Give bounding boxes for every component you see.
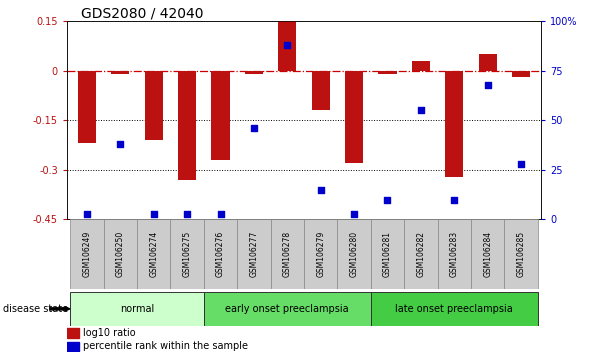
Text: GSM106282: GSM106282 — [416, 231, 426, 277]
Bar — [337, 219, 371, 289]
Point — [283, 42, 292, 48]
Point — [449, 197, 459, 202]
Bar — [371, 219, 404, 289]
Bar — [204, 219, 237, 289]
Bar — [67, 329, 78, 338]
Bar — [111, 71, 130, 74]
Bar — [67, 342, 78, 351]
Point — [116, 141, 125, 147]
Bar — [505, 219, 538, 289]
Bar — [412, 61, 430, 71]
Point — [483, 82, 492, 87]
Text: GSM106275: GSM106275 — [182, 231, 192, 277]
Bar — [445, 71, 463, 177]
Bar — [345, 71, 364, 163]
Bar — [478, 54, 497, 71]
Text: late onset preeclampsia: late onset preeclampsia — [395, 304, 513, 314]
Text: GSM106274: GSM106274 — [149, 231, 158, 277]
Bar — [271, 219, 304, 289]
Bar — [103, 219, 137, 289]
Text: GSM106283: GSM106283 — [450, 231, 459, 277]
Bar — [237, 219, 271, 289]
Bar — [244, 71, 263, 74]
Bar — [178, 71, 196, 180]
Text: GSM106281: GSM106281 — [383, 231, 392, 277]
Point — [82, 211, 92, 216]
Bar — [304, 219, 337, 289]
Text: normal: normal — [120, 304, 154, 314]
Point — [516, 161, 526, 167]
Text: GSM106278: GSM106278 — [283, 231, 292, 277]
Text: GSM106277: GSM106277 — [249, 231, 258, 277]
Point — [416, 108, 426, 113]
Text: GSM106279: GSM106279 — [316, 231, 325, 277]
Bar — [438, 219, 471, 289]
Bar — [512, 71, 530, 78]
Text: GSM106250: GSM106250 — [116, 231, 125, 277]
Bar — [471, 219, 505, 289]
Text: log10 ratio: log10 ratio — [83, 328, 136, 338]
Text: GSM106249: GSM106249 — [83, 231, 91, 277]
Bar — [311, 71, 330, 110]
Bar — [70, 292, 204, 326]
Bar — [78, 71, 96, 143]
Text: GSM106280: GSM106280 — [350, 231, 359, 277]
Text: percentile rank within the sample: percentile rank within the sample — [83, 341, 249, 352]
Point — [149, 211, 159, 216]
Bar — [371, 292, 538, 326]
Bar — [170, 219, 204, 289]
Bar — [137, 219, 170, 289]
Text: GDS2080 / 42040: GDS2080 / 42040 — [81, 6, 204, 20]
Text: GSM106276: GSM106276 — [216, 231, 225, 277]
Bar — [145, 71, 163, 140]
Text: GSM106285: GSM106285 — [517, 231, 525, 277]
Text: disease state: disease state — [3, 304, 68, 314]
Bar — [378, 71, 396, 74]
Point — [216, 211, 226, 216]
Point — [182, 211, 192, 216]
Point — [349, 211, 359, 216]
Point — [316, 187, 325, 193]
Point — [249, 125, 259, 131]
Bar — [404, 219, 438, 289]
Bar — [204, 292, 371, 326]
Text: GSM106284: GSM106284 — [483, 231, 492, 277]
Bar — [70, 219, 103, 289]
Point — [382, 197, 392, 202]
Text: early onset preeclampsia: early onset preeclampsia — [226, 304, 349, 314]
Bar — [278, 21, 297, 71]
Bar — [212, 71, 230, 160]
